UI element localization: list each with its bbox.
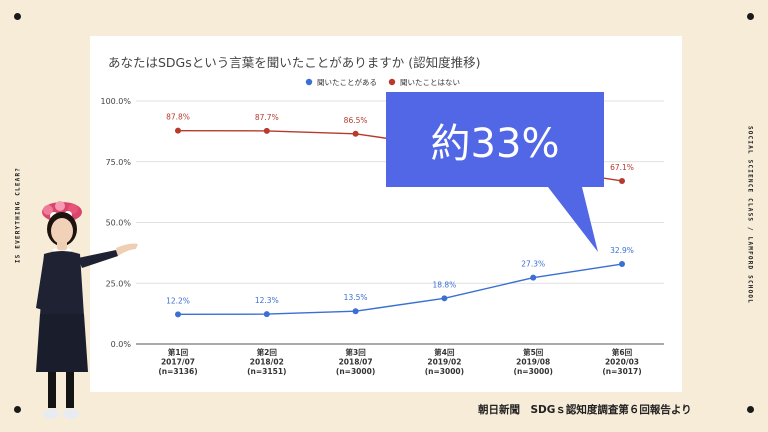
x-tick-line: 2017/07 bbox=[161, 358, 195, 367]
callout-box bbox=[386, 92, 604, 252]
data-label: 67.1% bbox=[610, 163, 634, 172]
x-tick-line: (n=3151) bbox=[247, 367, 286, 376]
x-tick-line: 第6回 bbox=[612, 347, 633, 357]
y-tick-label: 50.0% bbox=[106, 219, 132, 228]
data-label: 87.7% bbox=[255, 113, 279, 122]
data-point bbox=[352, 130, 359, 137]
x-tick-line: 2018/02 bbox=[250, 358, 284, 367]
series-line bbox=[177, 263, 623, 316]
y-tick-label: 25.0% bbox=[106, 279, 132, 288]
data-label: 27.3% bbox=[521, 260, 545, 269]
x-tick-line: (n=3000) bbox=[514, 367, 553, 376]
corner-dot-bottom-right bbox=[747, 406, 754, 413]
legend-label: 聞いたことはない bbox=[400, 78, 460, 87]
data-label: 32.9% bbox=[610, 246, 634, 255]
x-tick-line: 2019/02 bbox=[427, 358, 461, 367]
data-point bbox=[175, 311, 181, 318]
x-tick-line: (n=3000) bbox=[336, 367, 375, 376]
x-tick-line: 2018/07 bbox=[339, 358, 373, 367]
y-tick-label: 75.0% bbox=[106, 158, 132, 167]
corner-dot-top-left bbox=[14, 13, 21, 20]
source-caption: 朝日新聞 SDGｓ認知度調査第６回報告より bbox=[478, 404, 692, 416]
x-tick-line: 2020/03 bbox=[605, 358, 639, 367]
callout-text: 約33% bbox=[430, 120, 560, 167]
data-label: 87.8% bbox=[166, 113, 190, 122]
x-tick-line: 第5回 bbox=[523, 347, 544, 357]
data-label: 12.2% bbox=[166, 296, 190, 305]
presenter-illustration bbox=[36, 201, 138, 419]
data-label: 86.5% bbox=[344, 116, 368, 125]
chart-title: あなたはSDGsという言葉を聞いたことがありますか (認知度推移) bbox=[108, 55, 481, 70]
corner-dot-top-right bbox=[747, 13, 754, 20]
x-tick-line: 2019/08 bbox=[516, 358, 550, 367]
x-tick-line: 第4回 bbox=[434, 347, 455, 357]
data-point bbox=[263, 311, 270, 318]
y-tick-label: 0.0% bbox=[111, 340, 132, 349]
data-point bbox=[263, 127, 270, 134]
data-point bbox=[175, 127, 181, 134]
x-tick-line: (n=3136) bbox=[158, 367, 197, 376]
x-tick-line: 第1回 bbox=[168, 347, 189, 357]
data-point bbox=[352, 308, 359, 315]
corner-dot-bottom-left bbox=[14, 406, 21, 413]
legend-label: 聞いたことがある bbox=[317, 77, 377, 87]
data-label: 12.3% bbox=[255, 296, 279, 305]
legend-marker bbox=[305, 78, 313, 86]
data-point bbox=[441, 295, 448, 302]
x-tick-line: (n=3000) bbox=[425, 367, 464, 376]
data-label: 13.5% bbox=[344, 293, 368, 302]
data-point bbox=[619, 261, 625, 268]
data-point bbox=[530, 274, 537, 281]
y-tick-label: 100.0% bbox=[100, 97, 131, 106]
data-label: 18.8% bbox=[432, 280, 456, 289]
x-tick-line: 第2回 bbox=[257, 347, 278, 357]
legend-marker bbox=[388, 78, 396, 86]
data-point bbox=[619, 177, 625, 184]
x-tick-line: 第3回 bbox=[345, 347, 366, 357]
x-tick-line: (n=3017) bbox=[602, 367, 641, 376]
